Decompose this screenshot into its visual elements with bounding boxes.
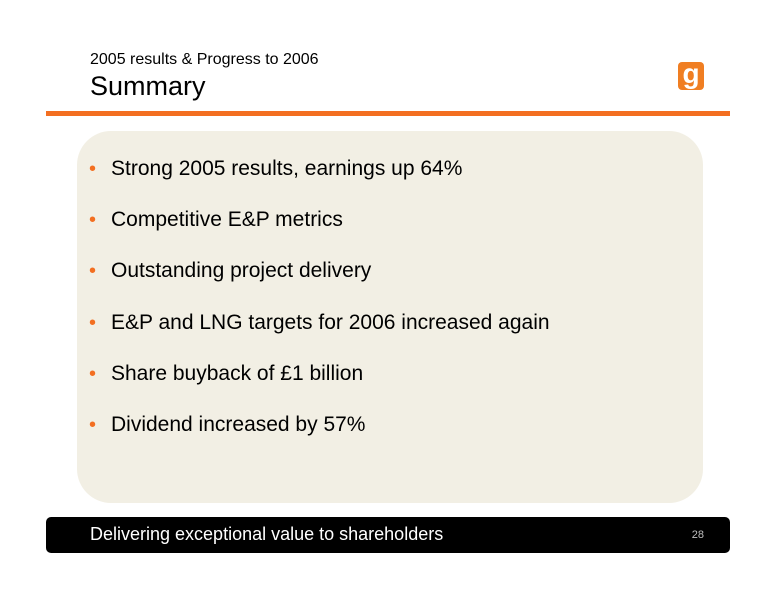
- bullet-icon: •: [89, 260, 97, 283]
- slide-subtitle: 2005 results & Progress to 2006: [90, 51, 319, 68]
- bullet-text: Share buyback of £1 billion: [111, 361, 364, 385]
- bullet-text: E&P and LNG targets for 2006 increased a…: [111, 310, 550, 334]
- bullet-icon: •: [89, 209, 97, 232]
- bullet-text: Dividend increased by 57%: [111, 412, 366, 436]
- bullet-icon: •: [89, 413, 97, 436]
- footer-tagline: Delivering exceptional value to sharehol…: [90, 524, 444, 544]
- bullet-text: Strong 2005 results, earnings up 64%: [111, 157, 463, 180]
- slide-title: Summary: [90, 71, 206, 101]
- company-logo: g: [678, 62, 704, 90]
- content-panel: [77, 131, 703, 503]
- footer-bar: Delivering exceptional value to sharehol…: [46, 517, 730, 553]
- bullet-text: Outstanding project delivery: [111, 259, 372, 283]
- bullet-icon: •: [89, 362, 97, 385]
- bullet-icon: •: [89, 158, 97, 180]
- header-divider: [46, 111, 730, 116]
- bullet-text: Competitive E&P metrics: [111, 208, 343, 232]
- bullet-icon: •: [89, 311, 97, 334]
- page-number: 28: [691, 529, 704, 541]
